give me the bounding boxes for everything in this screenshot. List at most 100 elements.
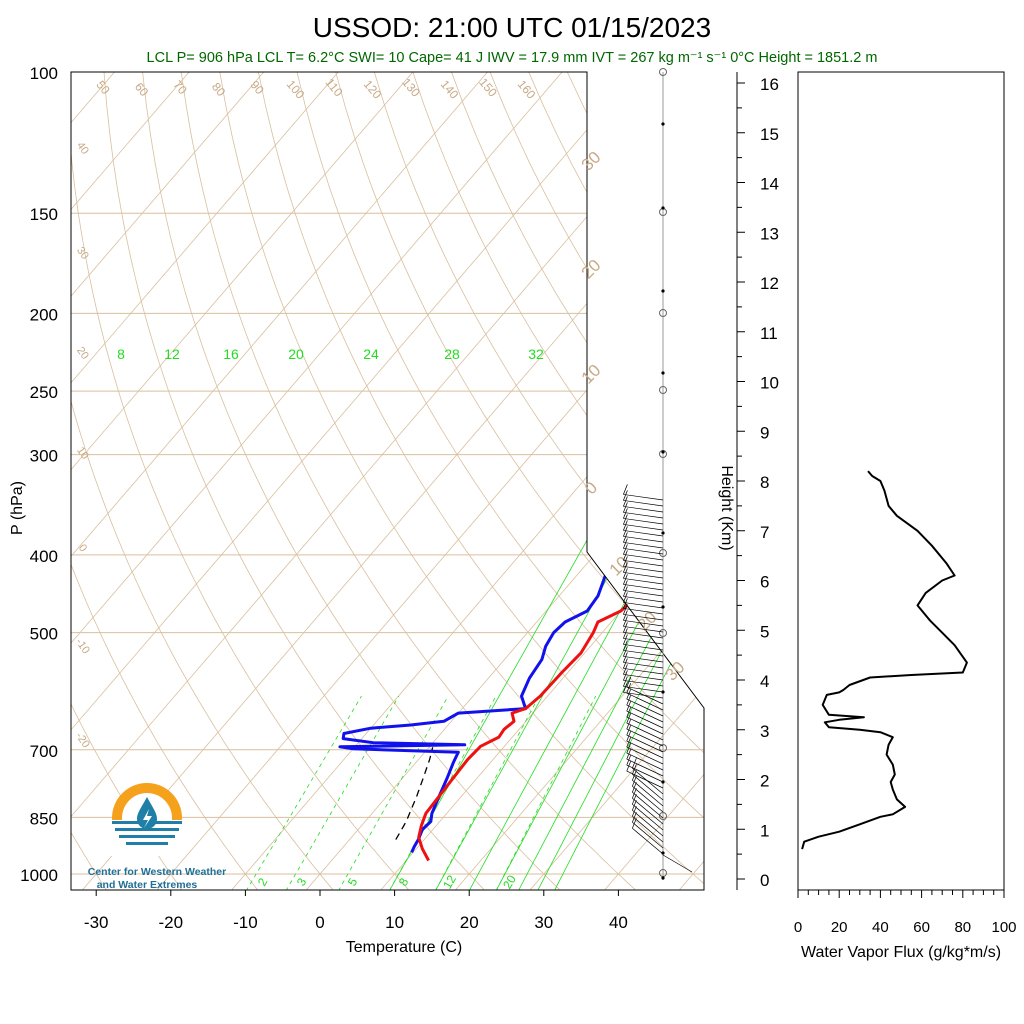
wind-barb — [626, 686, 664, 705]
wind-barb — [623, 668, 664, 675]
wind-barb — [623, 608, 664, 615]
wvf-tick-label: 40 — [872, 919, 889, 936]
wind-barb-flag — [632, 770, 637, 781]
isotherm-label: 30 — [662, 658, 689, 685]
wind-barb — [632, 786, 664, 813]
pressure-tick-label: 400 — [30, 547, 58, 566]
wind-barb-flag — [623, 556, 628, 567]
wind-barb-flag — [623, 562, 628, 573]
wind-barb — [623, 650, 664, 657]
wind-barb-flag — [626, 760, 632, 772]
isotherm-line — [528, 72, 704, 890]
wind-barb-flag — [623, 484, 628, 495]
wind-barb — [632, 774, 664, 801]
wind-barb-flag — [623, 580, 628, 591]
wind-barb — [623, 662, 664, 669]
wind-barb-flag — [626, 706, 632, 718]
wind-barb-flag — [623, 670, 628, 681]
wind-barb-flag — [623, 490, 628, 501]
dry-adiabat-label: 70 — [170, 78, 190, 97]
parcel-profile-line — [395, 747, 434, 840]
dry-adiabat-line — [180, 72, 637, 890]
wvf-tick-label: 20 — [831, 919, 848, 936]
pressure-tick-label: 200 — [30, 305, 58, 324]
wind-barb — [623, 614, 664, 621]
logo-emblem — [110, 783, 185, 856]
temperature-tick-label: 0 — [315, 913, 324, 932]
mixing-ratio-label: 2 — [255, 875, 271, 888]
isotherm-line — [155, 72, 704, 890]
wind-barb — [632, 810, 664, 837]
height-tick-label: 2 — [760, 772, 769, 791]
wind-barb-flag — [623, 652, 628, 663]
dry-adiabats — [71, 72, 704, 890]
dry-adiabat-label: 160 — [515, 77, 539, 102]
wind-barb-flag — [632, 782, 637, 793]
wind-barb — [632, 816, 664, 843]
dry-adiabat-line — [296, 72, 704, 890]
wind-barb — [626, 758, 664, 777]
wind-barb — [626, 722, 664, 741]
wind-barb — [632, 792, 664, 819]
wind-barb — [632, 768, 664, 795]
height-tick-label: 7 — [760, 523, 769, 542]
logo-text-line2: and Water Extremes — [97, 879, 198, 891]
wind-barb — [623, 596, 664, 603]
isotherm-line — [71, 72, 190, 890]
isotherm-line — [305, 72, 704, 890]
dry-adiabat-line — [71, 72, 108, 890]
wind-barb-flag — [626, 754, 632, 766]
wind-barb-flag — [623, 598, 628, 609]
height-tick-label: 3 — [760, 722, 769, 741]
wind-barb — [626, 734, 664, 753]
dry-adiabat-label: 120 — [361, 77, 385, 102]
wind-barb — [623, 578, 664, 585]
temperature-profile-line — [417, 492, 670, 862]
pressure-tick-label: 500 — [30, 625, 58, 644]
skewt-line-labels: 50 60 70 80 90 100 110 120 130 140 150 160403020100… — [73, 75, 689, 891]
dry-adiabat-line — [71, 72, 184, 890]
wind-barb — [623, 530, 664, 537]
isotherm-label: 30 — [578, 148, 605, 175]
mixing-ratio-lines — [245, 361, 704, 890]
wvf-tick-label: 0 — [794, 919, 802, 936]
pressure-tick-label: 100 — [30, 64, 58, 83]
wind-barb — [632, 780, 664, 807]
mixing-ratio-label: 12 — [440, 872, 459, 891]
wind-barb — [626, 698, 664, 717]
wind-level-dot — [661, 289, 665, 293]
isotherm-line — [454, 72, 704, 890]
wind-barb — [623, 572, 664, 579]
wind-level-dot — [661, 851, 665, 855]
mixing-ratio-line — [285, 695, 400, 890]
wind-barb — [662, 854, 693, 873]
wvf-tick-label: 100 — [991, 919, 1016, 936]
mixing-ratio-line — [388, 695, 497, 890]
wind-barb — [623, 632, 664, 639]
isotherm-line — [71, 72, 414, 890]
dry-adiabat-line — [373, 72, 704, 890]
wind-barb — [626, 704, 664, 723]
wind-barb — [626, 716, 664, 735]
wind-barb-flag — [623, 616, 628, 627]
isotherm-label: 40 — [74, 140, 91, 157]
wind-barb-flag — [626, 724, 632, 736]
wind-barb-flag — [623, 628, 628, 639]
x-axis-label: Temperature (C) — [346, 939, 462, 956]
isotherm-label: 10 — [74, 445, 91, 462]
wvf-tick-label: 80 — [954, 919, 971, 936]
wind-barb — [623, 536, 664, 543]
wind-barb-flag — [623, 550, 628, 561]
calm-wind-circle — [659, 386, 667, 394]
wind-barb-flag — [632, 764, 637, 775]
height-tick-label: 6 — [760, 573, 769, 592]
wvf-x-axis-label: Water Vapor Flux (g/kg*m/s) — [801, 944, 1001, 961]
wind-barb-flag — [623, 514, 628, 525]
dry-adiabat-label: 50 — [93, 78, 113, 97]
isotherm-label: 0 — [581, 478, 601, 498]
temperature-tick-label: 40 — [609, 913, 628, 932]
height-tick-label: 1 — [760, 821, 769, 840]
isotherm-line — [71, 72, 265, 890]
wind-barb-flag — [623, 682, 628, 693]
